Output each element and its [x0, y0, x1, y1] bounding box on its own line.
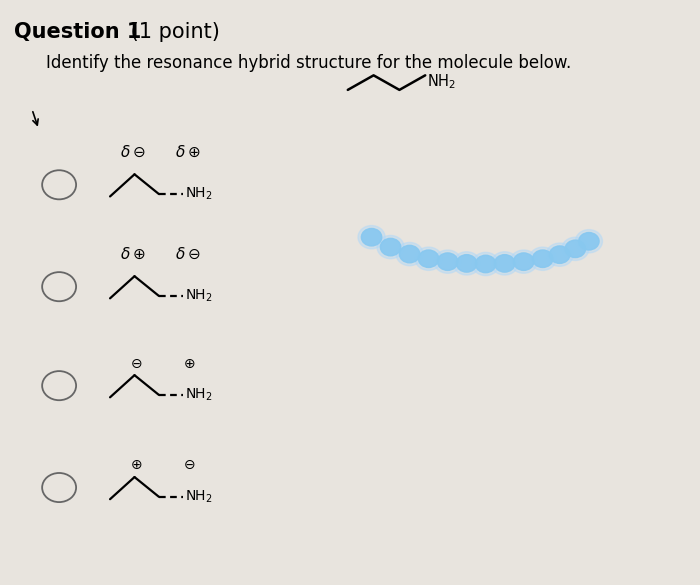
Text: Identify the resonance hybrid structure for the molecule below.: Identify the resonance hybrid structure … [46, 54, 570, 72]
Text: (1 point): (1 point) [124, 22, 220, 42]
Circle shape [472, 252, 499, 276]
Text: $\delta\oplus$: $\delta\oplus$ [120, 246, 146, 261]
Circle shape [456, 254, 477, 272]
Text: NH$_2$: NH$_2$ [186, 387, 213, 403]
Circle shape [380, 238, 401, 256]
Text: NH$_2$: NH$_2$ [186, 186, 213, 202]
Circle shape [579, 232, 599, 250]
Circle shape [453, 252, 480, 275]
Circle shape [561, 237, 589, 260]
Text: NH$_2$: NH$_2$ [427, 73, 456, 91]
Circle shape [396, 242, 424, 266]
Text: NH$_2$: NH$_2$ [186, 488, 213, 505]
Text: $\ominus$: $\ominus$ [130, 356, 143, 370]
Circle shape [565, 240, 585, 257]
Circle shape [361, 229, 382, 246]
Circle shape [575, 230, 603, 253]
Circle shape [550, 246, 570, 263]
Circle shape [510, 250, 538, 273]
Circle shape [514, 253, 534, 270]
Circle shape [494, 254, 515, 272]
Circle shape [434, 250, 461, 273]
Circle shape [377, 235, 404, 259]
Circle shape [358, 226, 385, 249]
Text: $\delta\ominus$: $\delta\ominus$ [174, 246, 200, 261]
Text: $\oplus$: $\oplus$ [183, 356, 196, 370]
Circle shape [533, 250, 553, 267]
Text: $\ominus$: $\ominus$ [183, 459, 196, 473]
Text: $\delta\oplus$: $\delta\oplus$ [174, 144, 200, 160]
Circle shape [400, 245, 420, 263]
Circle shape [546, 243, 573, 266]
Circle shape [419, 250, 439, 267]
Text: $\oplus$: $\oplus$ [130, 459, 143, 473]
Circle shape [438, 253, 458, 270]
Text: Question 1: Question 1 [13, 22, 141, 42]
Text: $\delta\ominus$: $\delta\ominus$ [120, 144, 146, 160]
Circle shape [415, 247, 442, 270]
Circle shape [475, 255, 496, 273]
Text: NH$_2$: NH$_2$ [186, 288, 213, 304]
Circle shape [491, 252, 518, 275]
Circle shape [529, 247, 557, 270]
